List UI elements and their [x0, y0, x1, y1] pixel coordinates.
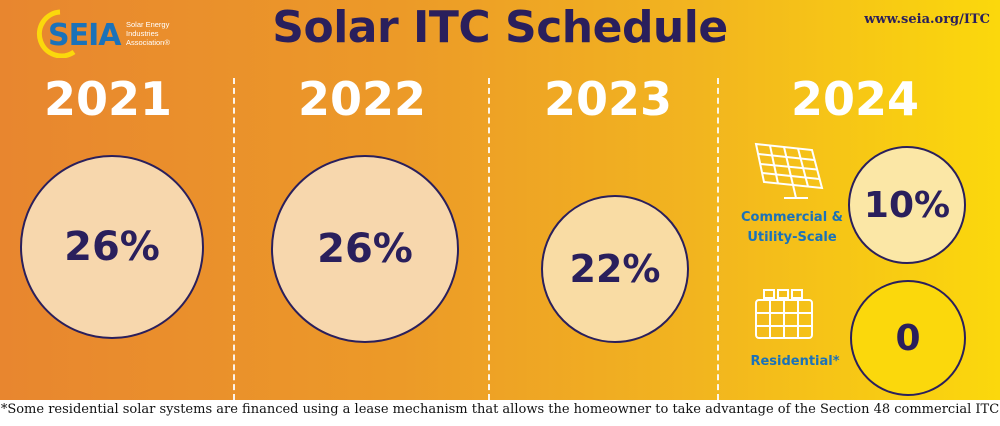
rate-value: 26% [64, 224, 160, 270]
page-title: Solar ITC Schedule [272, 2, 728, 53]
rate-value: 22% [569, 247, 661, 291]
rooftop-solar-icon [755, 289, 813, 339]
rate-value: 10% [863, 184, 951, 226]
rate-circle-2021: 26% [20, 155, 204, 339]
logo-wordmark: SEIA [48, 18, 121, 53]
segment-label-commercial: Commercial & Utility-Scale [740, 210, 844, 245]
year-2021: 2021 [43, 72, 173, 126]
footnote: *Some residential solar systems are fina… [0, 402, 1000, 417]
logo-subtitle: Solar Energy Industries Association® [126, 20, 170, 47]
rate-value: 0 [895, 317, 921, 359]
year-2024: 2024 [790, 72, 920, 126]
column-divider [717, 78, 719, 400]
rate-value: 26% [317, 226, 413, 272]
segment-label-residential: Residential* [750, 354, 840, 369]
rate-circle-2024-commercial: 10% [848, 146, 966, 264]
rate-circle-2022: 26% [271, 155, 459, 343]
rate-circle-2024-residential: 0 [850, 280, 966, 396]
year-2023: 2023 [543, 72, 673, 126]
source-url[interactable]: www.seia.org/ITC [864, 12, 990, 27]
seia-logo: SEIA Solar Energy Industries Association… [30, 6, 190, 58]
sun-arc-icon [36, 9, 76, 58]
year-2022: 2022 [297, 72, 427, 126]
rate-circle-2023: 22% [541, 195, 689, 343]
itc-banner: SEIA Solar Energy Industries Association… [0, 0, 1000, 400]
solar-panel-icon [754, 142, 824, 199]
column-divider [233, 78, 235, 400]
column-divider [488, 78, 490, 400]
